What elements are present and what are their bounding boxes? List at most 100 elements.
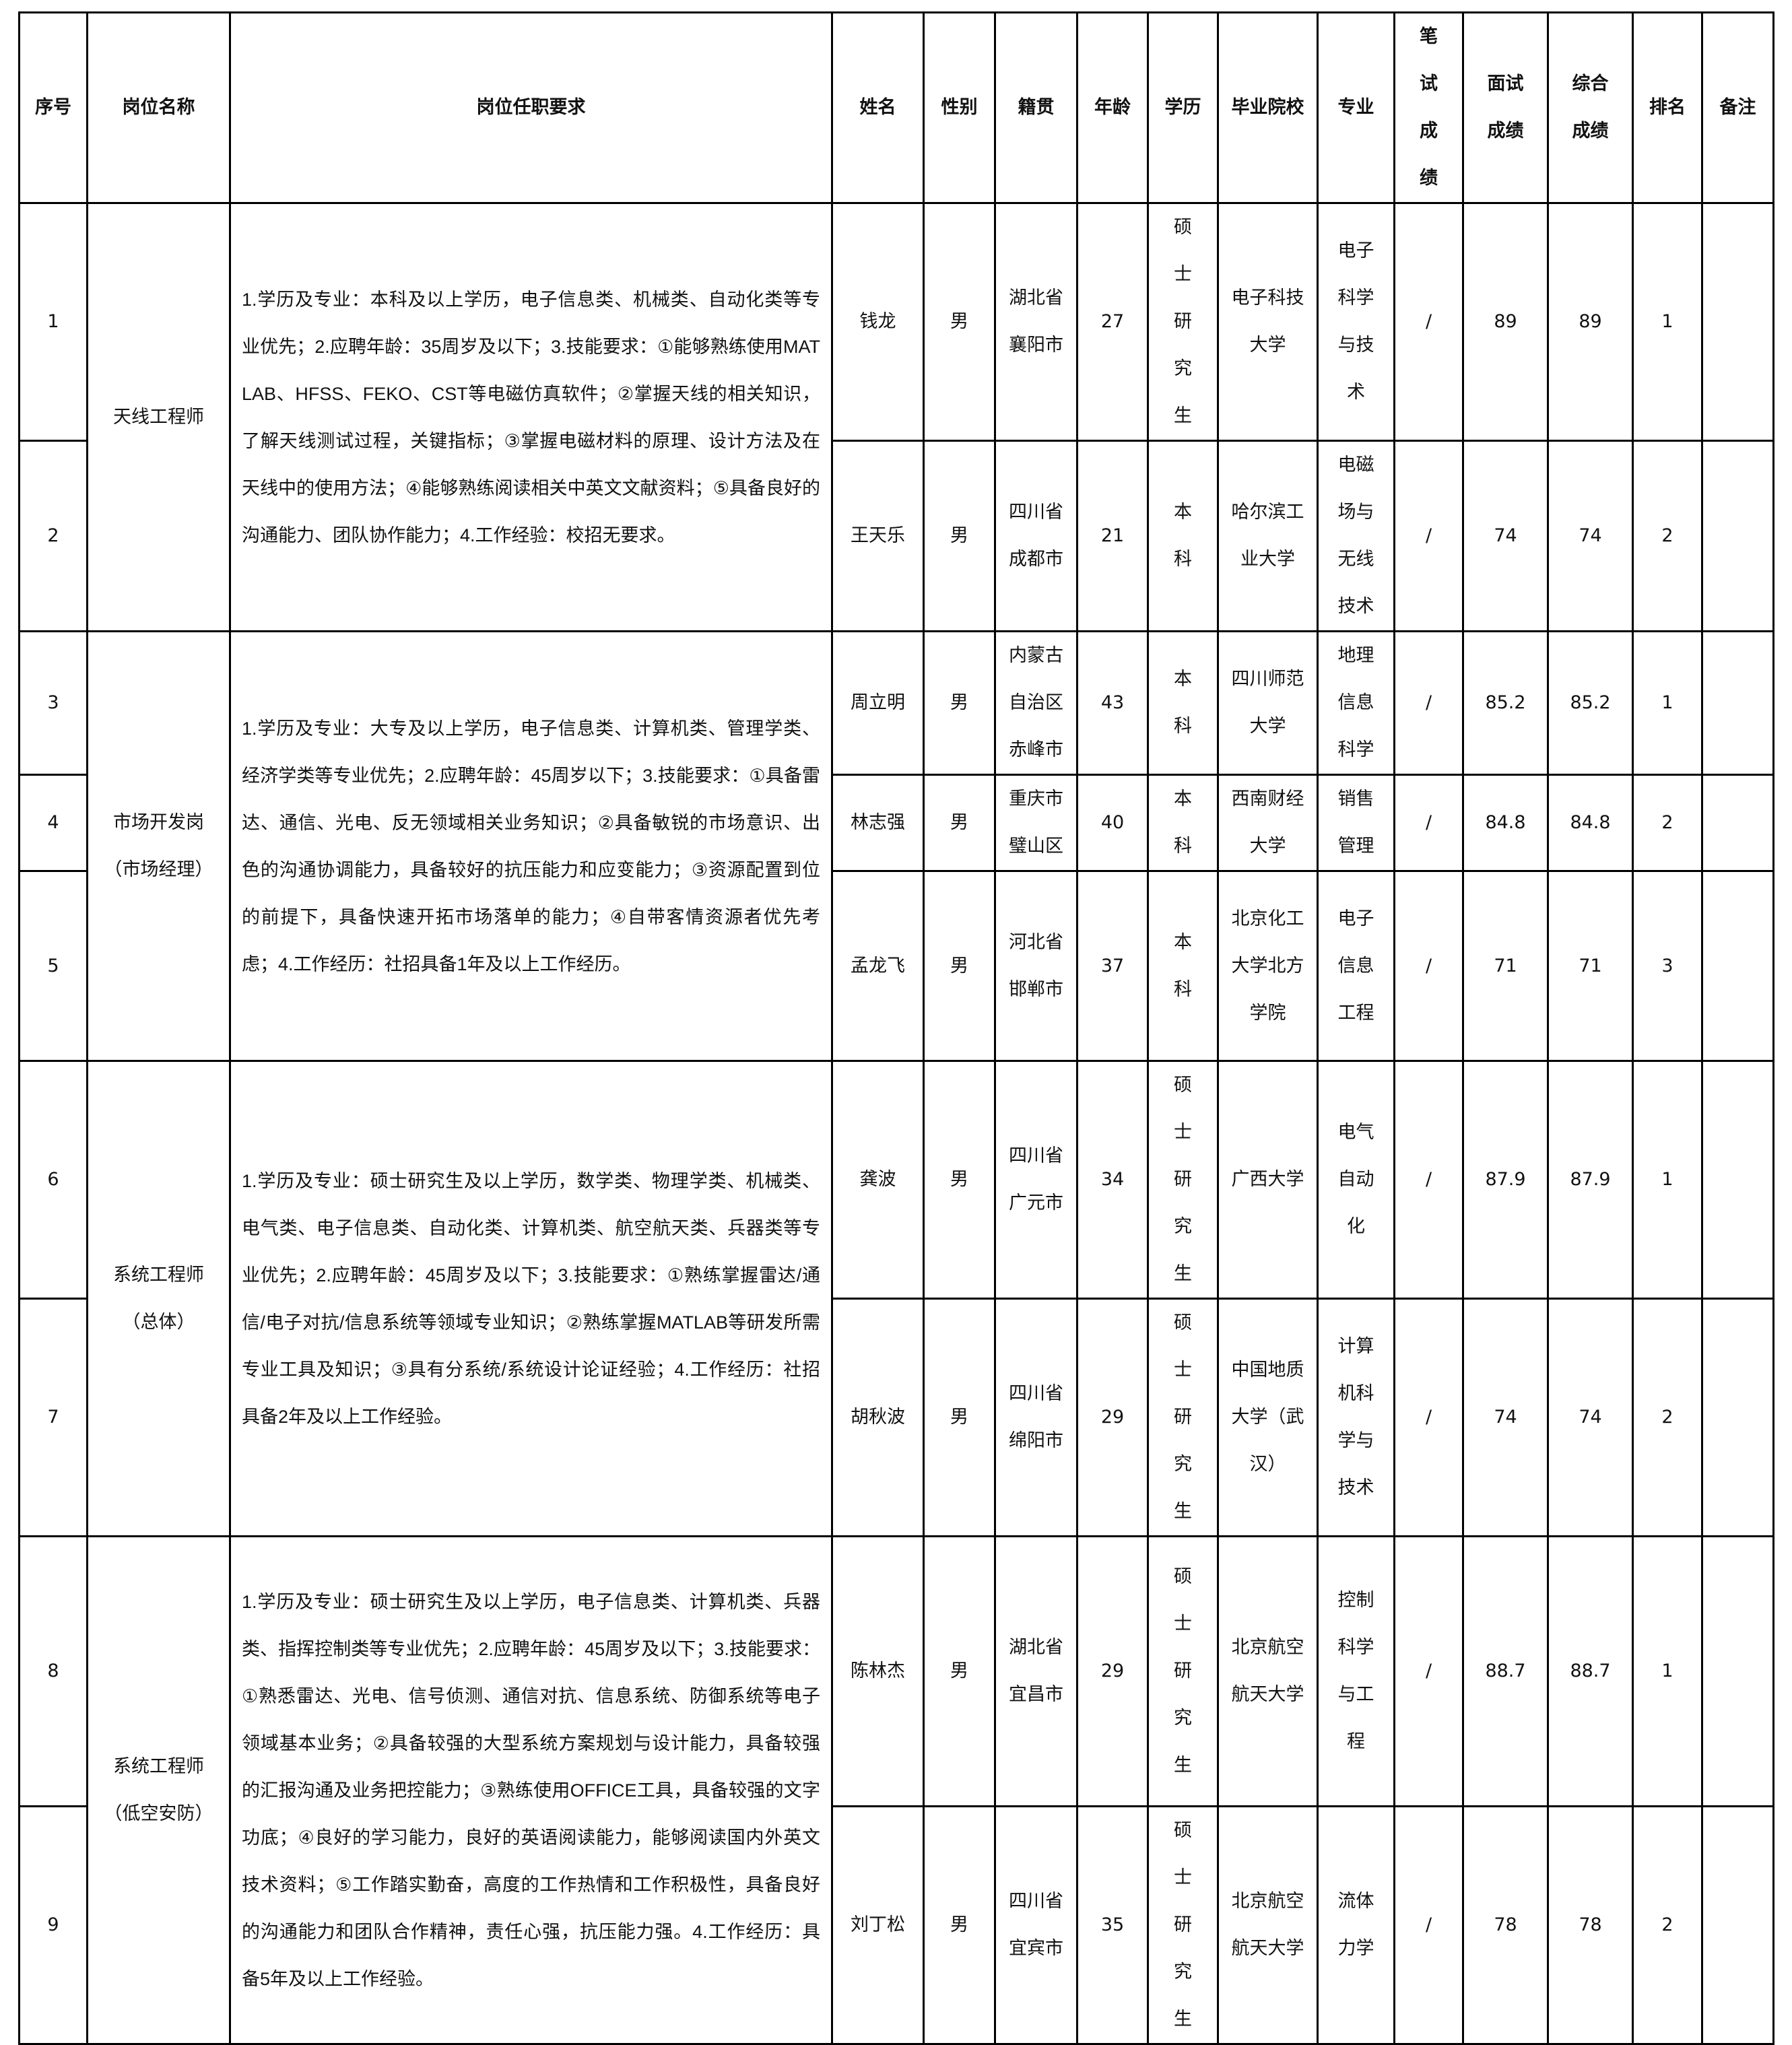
remark [1701, 630, 1774, 776]
table-row: 5 孟龙飞男河北省邯郸市 37 本科 北京化工大学北方学院 电子信息工程/71 71 3 [18, 870, 1774, 1062]
candidate-name: 陈林杰 [831, 1535, 925, 1807]
position-title: 市场开发岗（市场经理） [86, 630, 231, 1062]
interview-score: 87.9 [1462, 1060, 1549, 1300]
header-school: 毕业院校 [1217, 11, 1319, 204]
position-requirements: 1.学历及专业：硕士研究生及以上学历，电子信息类、计算机类、兵器类、指挥控制类等… [229, 1535, 833, 2045]
education: 硕士研究生 [1147, 1805, 1219, 2045]
major: 销售管理 [1317, 774, 1395, 872]
gender: 男 [923, 1535, 996, 1807]
written-score: / [1393, 1060, 1464, 1300]
total-score: 74 [1547, 440, 1634, 632]
major: 控制科学与工程 [1317, 1535, 1395, 1807]
school: 电子科技大学 [1217, 202, 1319, 442]
candidate-name: 周立明 [831, 630, 925, 776]
interview-score: 85.2 [1462, 630, 1549, 776]
school: 中国地质大学（武汉） [1217, 1298, 1319, 1537]
position-requirements: 1.学历及专业：本科及以上学历，电子信息类、机械类、自动化类等专业优先；2.应聘… [229, 202, 833, 632]
remark [1701, 1805, 1774, 2045]
age: 37 [1076, 870, 1149, 1062]
major: 计算机科学与技术 [1317, 1298, 1395, 1537]
written-score: / [1393, 870, 1464, 1062]
interview-score: 74 [1462, 1298, 1549, 1537]
school: 广西大学 [1217, 1060, 1319, 1300]
gender: 男 [923, 774, 996, 872]
gender: 男 [923, 440, 996, 632]
school: 北京化工大学北方学院 [1217, 870, 1319, 1062]
header-interview-score: 面试成绩 [1462, 11, 1549, 204]
age: 27 [1076, 202, 1149, 442]
remark [1701, 774, 1774, 872]
candidate-results-table: 序号 岗位名称 岗位任职要求 姓名 性别 籍贯 年龄 学历 毕业院校 专业 笔试成绩 面试成绩 综合成绩… [18, 11, 1774, 2045]
row-number: 5 [18, 870, 88, 1062]
total-score: 85.2 [1547, 630, 1634, 776]
remark [1701, 1060, 1774, 1300]
remark [1701, 1298, 1774, 1537]
gender: 男 [923, 1298, 996, 1537]
school: 北京航空航天大学 [1217, 1805, 1319, 2045]
school: 北京航空航天大学 [1217, 1535, 1319, 1807]
education: 本科 [1147, 870, 1219, 1062]
major: 电磁场与无线技术 [1317, 440, 1395, 632]
table-row: 6 系统工程师（总体） 1.学历及专业：硕士研究生及以上学历，数学类、物理学类、机械… [18, 1060, 1774, 1537]
candidate-name: 胡秋波 [831, 1298, 925, 1537]
header-age: 年龄 [1076, 11, 1149, 204]
candidate-name: 孟龙飞 [831, 870, 925, 1062]
major: 电子科学与技术 [1317, 202, 1395, 442]
row-number: 9 [18, 1805, 88, 2045]
rank: 1 [1632, 202, 1703, 442]
remark [1701, 1535, 1774, 1807]
row-number: 6 [18, 1060, 88, 1300]
written-score: / [1393, 774, 1464, 872]
gender: 男 [923, 870, 996, 1062]
header-remark: 备注 [1701, 11, 1774, 204]
written-score: / [1393, 440, 1464, 632]
age: 43 [1076, 630, 1149, 776]
rank: 2 [1632, 440, 1703, 632]
header-written-score: 笔试成绩 [1393, 11, 1464, 204]
major: 电子信息工程 [1317, 870, 1395, 1062]
origin: 四川省成都市 [994, 440, 1078, 632]
origin: 重庆市璧山区 [994, 774, 1078, 872]
rank: 1 [1632, 1535, 1703, 1807]
position-requirements: 1.学历及专业：大专及以上学历，电子信息类、计算机类、管理学类、经济学类等专业优… [229, 630, 833, 1062]
written-score: / [1393, 1298, 1464, 1537]
interview-score: 89 [1462, 202, 1549, 442]
rank: 2 [1632, 774, 1703, 872]
written-score: / [1393, 630, 1464, 776]
education: 硕士研究生 [1147, 202, 1219, 442]
table-row: 4 林志强男重庆市璧山区 40 本科 西南财经大学 销售管理/84.8 84.8 2 [18, 774, 1774, 872]
origin: 四川省宜宾市 [994, 1805, 1078, 2045]
candidate-name: 钱龙 [831, 202, 925, 442]
interview-score: 71 [1462, 870, 1549, 1062]
gender: 男 [923, 630, 996, 776]
header-gender: 性别 [923, 11, 996, 204]
candidate-name: 刘丁松 [831, 1805, 925, 2045]
education: 硕士研究生 [1147, 1298, 1219, 1537]
row-number: 7 [18, 1298, 88, 1537]
candidate-name: 林志强 [831, 774, 925, 872]
education: 硕士研究生 [1147, 1060, 1219, 1300]
row-number: 2 [18, 440, 88, 632]
row-number: 4 [18, 774, 88, 872]
school: 四川师范大学 [1217, 630, 1319, 776]
age: 34 [1076, 1060, 1149, 1300]
total-score: 88.7 [1547, 1535, 1634, 1807]
interview-score: 78 [1462, 1805, 1549, 2045]
position-title: 天线工程师 [86, 202, 231, 632]
header-education: 学历 [1147, 11, 1219, 204]
total-score: 74 [1547, 1298, 1634, 1537]
origin: 四川省广元市 [994, 1060, 1078, 1300]
remark [1701, 202, 1774, 442]
header-rank: 排名 [1632, 11, 1703, 204]
education: 硕士研究生 [1147, 1535, 1219, 1807]
header-no: 序号 [18, 11, 88, 204]
total-score: 78 [1547, 1805, 1634, 2045]
position-title: 系统工程师（总体） [86, 1060, 231, 1537]
total-score: 71 [1547, 870, 1634, 1062]
row-number: 1 [18, 202, 88, 442]
origin: 四川省绵阳市 [994, 1298, 1078, 1537]
total-score: 84.8 [1547, 774, 1634, 872]
origin: 内蒙古自治区赤峰市 [994, 630, 1078, 776]
header-total-score: 综合成绩 [1547, 11, 1634, 204]
candidate-name: 龚波 [831, 1060, 925, 1300]
